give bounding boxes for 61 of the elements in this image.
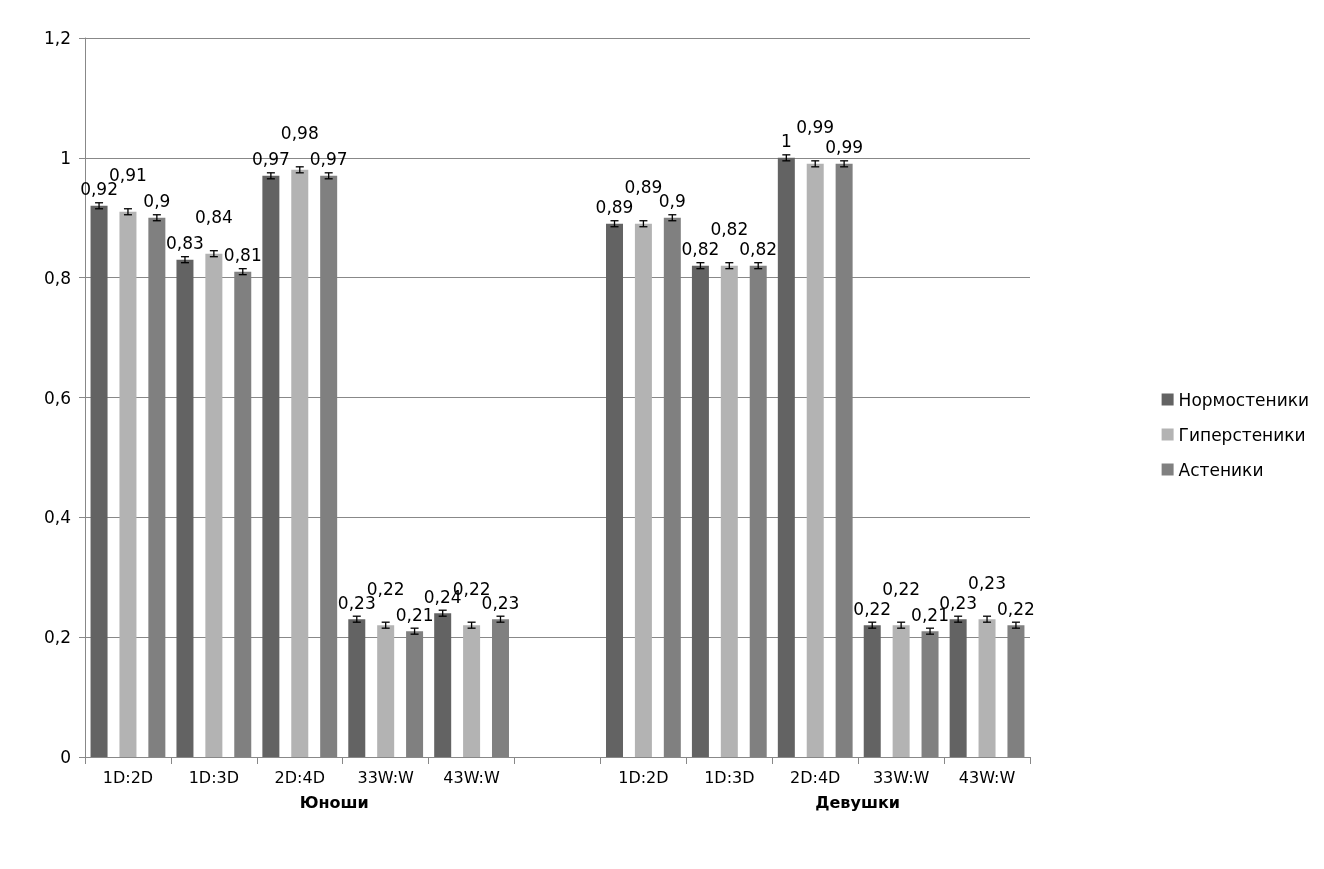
- text: Юноши: [299, 792, 369, 812]
- data-label: 0,84: [194, 207, 233, 228]
- data-label: 0,82: [710, 219, 749, 240]
- bar: [90, 205, 108, 757]
- legend-label: Астеники: [1178, 459, 1264, 480]
- data-label: 0,97: [309, 149, 348, 170]
- bar: [291, 169, 309, 757]
- data-label: 0,83: [166, 233, 204, 254]
- data-label: 0,97: [251, 149, 290, 170]
- data-label: 0,99: [825, 137, 864, 158]
- bar: [777, 157, 795, 757]
- data-label: 0,22: [853, 598, 892, 619]
- bar: [119, 211, 137, 757]
- bar: [691, 265, 709, 757]
- data-label: 0,22: [997, 598, 1035, 619]
- data-label: 0,81: [223, 245, 262, 266]
- x-tick-label: 2D:4D: [274, 767, 325, 787]
- data-label: 0,9: [143, 191, 171, 212]
- bar: [434, 613, 452, 757]
- bar: [205, 253, 223, 757]
- x-tick-label: 43W:W: [958, 767, 1016, 787]
- legend-label: Нормостеники: [1178, 389, 1309, 410]
- bar: [634, 223, 652, 757]
- y-tick-label: 1,2: [43, 28, 71, 48]
- data-label: 0,82: [681, 239, 720, 260]
- y-tick-label: 0,8: [43, 267, 71, 288]
- x-tick-label: 43W:W: [443, 767, 500, 787]
- x-tick-label: 1D:3D: [188, 767, 240, 787]
- data-label: 0,23: [968, 572, 1006, 593]
- data-label: 1: [780, 131, 792, 152]
- bar: [978, 619, 996, 757]
- x-tick-label: 1D:2D: [618, 767, 669, 787]
- bar: [176, 259, 194, 757]
- x-tick-label: 1D:3D: [704, 767, 755, 787]
- x-tick-label: 2D:4D: [790, 767, 841, 787]
- bar: [720, 265, 738, 757]
- data-label: 0,21: [395, 604, 434, 625]
- y-tick-label: 0,2: [43, 627, 71, 648]
- bar: [262, 175, 280, 757]
- data-label: 0,98: [280, 123, 319, 144]
- legend-label: Гиперстеники: [1178, 424, 1306, 445]
- data-label: 0,82: [739, 239, 778, 260]
- x-tick-label: 1D:2D: [102, 767, 154, 787]
- y-tick-label: 1: [60, 147, 71, 168]
- bar: [863, 625, 881, 757]
- data-label: 0,22: [882, 578, 921, 599]
- y-tick-label: 0,4: [43, 507, 71, 528]
- data-label: 0,89: [595, 197, 634, 218]
- data-label: 0,99: [796, 117, 835, 138]
- text: Девушки: [815, 792, 900, 812]
- bar: [377, 625, 395, 757]
- bar: [606, 223, 624, 757]
- y-tick-label: 0: [60, 747, 71, 767]
- bar: [949, 619, 967, 757]
- bar: [806, 163, 824, 757]
- bar: [463, 625, 481, 757]
- bar: [892, 625, 910, 757]
- bar: [348, 619, 366, 757]
- x-tick-label: 33W:W: [357, 767, 415, 787]
- y-tick-label: 0,6: [43, 387, 71, 408]
- x-tick-label: 33W:W: [872, 767, 930, 787]
